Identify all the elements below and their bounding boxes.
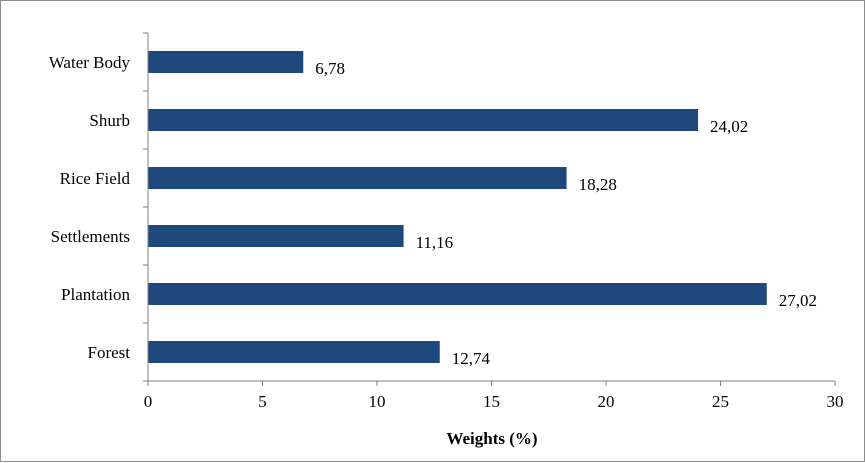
bar	[148, 167, 567, 189]
x-axis-title: Weights (%)	[446, 429, 537, 448]
bar	[148, 283, 767, 305]
bar	[148, 341, 440, 363]
data-label: 6,78	[315, 59, 345, 78]
bars-layer	[148, 51, 767, 363]
data-label: 24,02	[710, 117, 748, 136]
x-tick-label: 25	[712, 392, 729, 411]
bar	[148, 51, 304, 73]
x-tick-label: 30	[827, 392, 844, 411]
data-label: 11,16	[416, 233, 454, 252]
x-tick-label: 0	[144, 392, 153, 411]
data-label: 18,28	[579, 175, 617, 194]
category-label: Shurb	[89, 111, 130, 130]
bar	[148, 109, 699, 131]
category-label: Plantation	[61, 285, 130, 304]
x-tick-label: 5	[258, 392, 267, 411]
category-label: Settlements	[51, 227, 130, 246]
data-label: 12,74	[452, 349, 491, 368]
x-tick-label: 10	[369, 392, 386, 411]
axes-layer: 0 5 10 15 20 25 30 Water Body 6,78 Shurb 24,02 Rice…	[49, 32, 844, 411]
category-label: Water Body	[49, 53, 131, 72]
category-label: Rice Field	[60, 169, 131, 188]
x-tick-label: 15	[483, 392, 500, 411]
category-label: Forest	[88, 343, 131, 362]
data-label: 27,02	[779, 291, 817, 310]
x-tick-label: 20	[598, 392, 615, 411]
bar	[148, 225, 404, 247]
